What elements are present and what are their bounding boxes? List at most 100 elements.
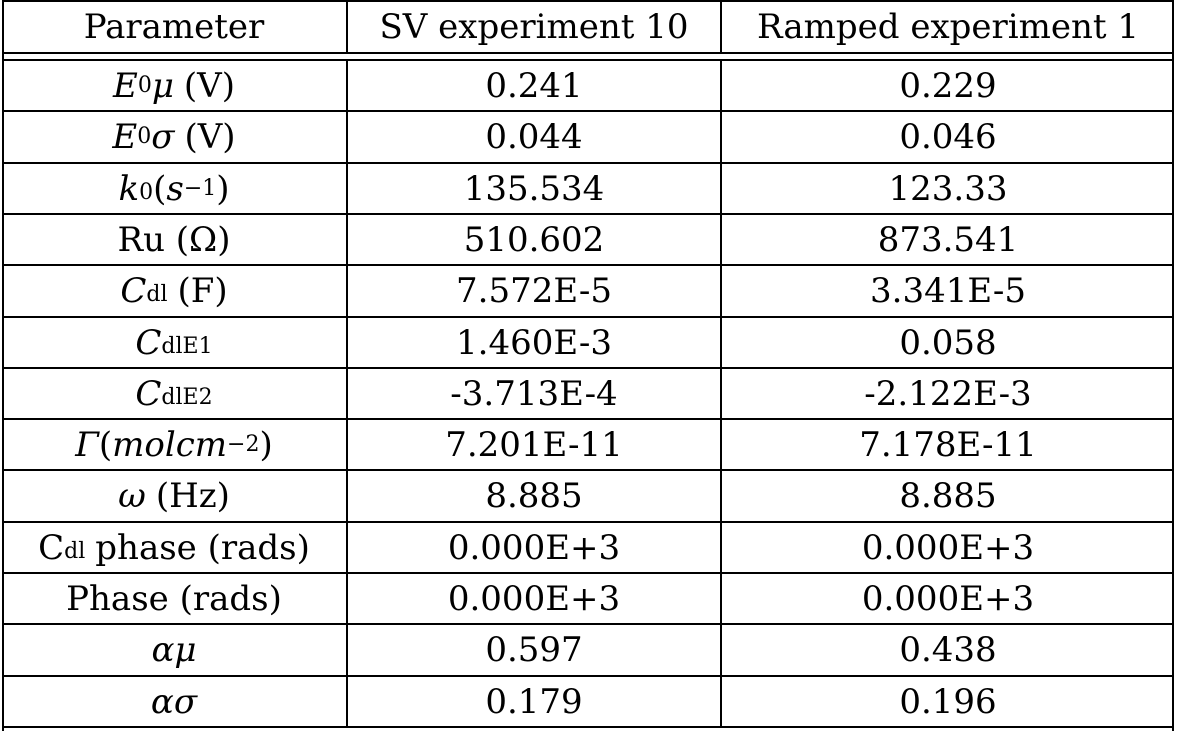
header-sv-experiment: SV experiment 10 [348, 2, 722, 52]
row-rule [2, 316, 1174, 318]
parameter-cell: E 0 σ (V) [2, 112, 348, 162]
parameter-cell: E 0 μ (V) [2, 61, 348, 110]
table-row: Phase (rads) 0.000E+3 0.000E+3 [2, 574, 1174, 623]
sv-value-cell: 0.179 [348, 677, 722, 726]
sv-value-cell: 1.460E-3 [348, 318, 722, 367]
parameter-unit: (F) [177, 271, 228, 311]
parameter-symbol: C [135, 373, 162, 414]
ramped-value-cell: 0.438 [899, 630, 997, 670]
header-rule-1 [2, 52, 1174, 54]
sv-value-cell: 0.044 [348, 112, 722, 162]
row-rule [2, 162, 1174, 164]
sv-value-cell: 8.885 [348, 471, 722, 521]
parameter-symbol: E [112, 117, 138, 157]
parameter-symbol-tail: σ [151, 117, 175, 157]
parameter-symbol: C [120, 271, 147, 311]
row-rule [2, 572, 1174, 574]
ramped-value-cell: 8.885 [899, 476, 997, 516]
ramped-value-cell: 873.541 [877, 219, 1019, 260]
parameter-cell: Phase (rads) [2, 574, 348, 623]
table-row: Ru (Ω) 510.602 873.541 [2, 215, 1174, 264]
parameter-symbol: E [112, 65, 138, 106]
sv-value-cell: 0.000E+3 [348, 574, 722, 623]
parameter-cell: αμ [2, 625, 348, 675]
ramped-value-cell: -2.122E-3 [864, 373, 1032, 414]
parameter-symbol: Γ [75, 424, 99, 465]
row-rule [2, 264, 1174, 266]
header-parameter: Parameter [2, 2, 348, 52]
row-rule [2, 521, 1174, 523]
parameter-symbol: ω [118, 476, 146, 516]
table-header-row: Parameter SV experiment 10 Ramped experi… [2, 2, 1174, 52]
row-rule [2, 367, 1174, 369]
table-row: E 0 μ (V) 0.241 0.229 [2, 61, 1174, 110]
parameter-unit: (Hz) [155, 476, 230, 516]
table-row: αμ 0.597 0.438 [2, 625, 1174, 675]
parameter-cell: Γ(molcm −2) [2, 420, 348, 469]
row-rule [2, 469, 1174, 471]
parameter-symbol: αμ [151, 630, 197, 670]
parameter-unit-symbol: s [166, 168, 184, 209]
row-rule [2, 623, 1174, 625]
sv-value-cell: -3.713E-4 [348, 369, 722, 418]
table-row: k 0(s −1) 135.534 123.33 [2, 164, 1174, 213]
table-top-rule [2, 0, 1174, 2]
sv-value-cell: 7.201E-11 [348, 420, 722, 469]
table-row: ω (Hz) 8.885 8.885 [2, 471, 1174, 521]
sv-value-cell: 0.000E+3 [348, 523, 722, 572]
row-rule [2, 418, 1174, 420]
row-rule [2, 726, 1174, 728]
parameter-symbol-tail: μ [151, 65, 174, 106]
table-right-border [1172, 0, 1174, 731]
ramped-value-cell: 0.000E+3 [861, 578, 1035, 619]
parameter-symbol: k [118, 168, 140, 209]
parameter-cell: ασ [2, 677, 348, 726]
parameter-symbol: C [38, 527, 65, 568]
parameter-paren: ( [98, 424, 113, 465]
table-row: E 0 σ (V) 0.044 0.046 [2, 112, 1174, 162]
ramped-value-cell: 3.341E-5 [870, 271, 1026, 311]
sv-value-cell: 510.602 [348, 215, 722, 264]
table-row: ασ 0.179 0.196 [2, 677, 1174, 726]
parameter-paren: ( [153, 168, 167, 209]
parameter-cell: Ru (Ω) [2, 215, 348, 264]
sv-value-cell: 7.572E-5 [348, 266, 722, 316]
parameter-paren: ) [216, 168, 230, 209]
table-row: Γ(molcm −2) 7.201E-11 7.178E-11 [2, 420, 1174, 469]
row-rule [2, 213, 1174, 215]
row-rule [2, 110, 1174, 112]
ramped-value-cell: 0.229 [899, 65, 997, 106]
parameter-cell: k 0(s −1) [2, 164, 348, 213]
parameter-unit-symbol: molcm [112, 424, 228, 465]
parameter-symbol: C [135, 322, 162, 363]
ramped-value-cell: 0.000E+3 [861, 527, 1035, 568]
parameter-unit: phase (rads) [95, 527, 310, 568]
ramped-value-cell: 7.178E-11 [859, 424, 1037, 465]
parameter-text: Phase (rads) [66, 578, 282, 619]
ramped-value-cell: 0.058 [899, 322, 997, 363]
sv-value-cell: 0.241 [348, 61, 722, 110]
parameter-cell: ω (Hz) [2, 471, 348, 521]
row-rule [2, 675, 1174, 677]
ramped-value-cell: 0.196 [899, 681, 997, 722]
table-left-border [2, 0, 4, 731]
ramped-value-cell: 0.046 [899, 117, 997, 157]
parameter-unit: (V) [183, 65, 236, 106]
ramped-value-cell: 123.33 [888, 168, 1008, 209]
sv-value-cell: 135.534 [348, 164, 722, 213]
parameter-symbol: ασ [150, 681, 198, 722]
parameter-unit: (V) [184, 117, 236, 157]
parameter-text: Ru (Ω) [117, 219, 231, 260]
parameter-paren: ) [259, 424, 273, 465]
sv-value-cell: 0.597 [348, 625, 722, 675]
header-rule-2 [2, 59, 1174, 61]
